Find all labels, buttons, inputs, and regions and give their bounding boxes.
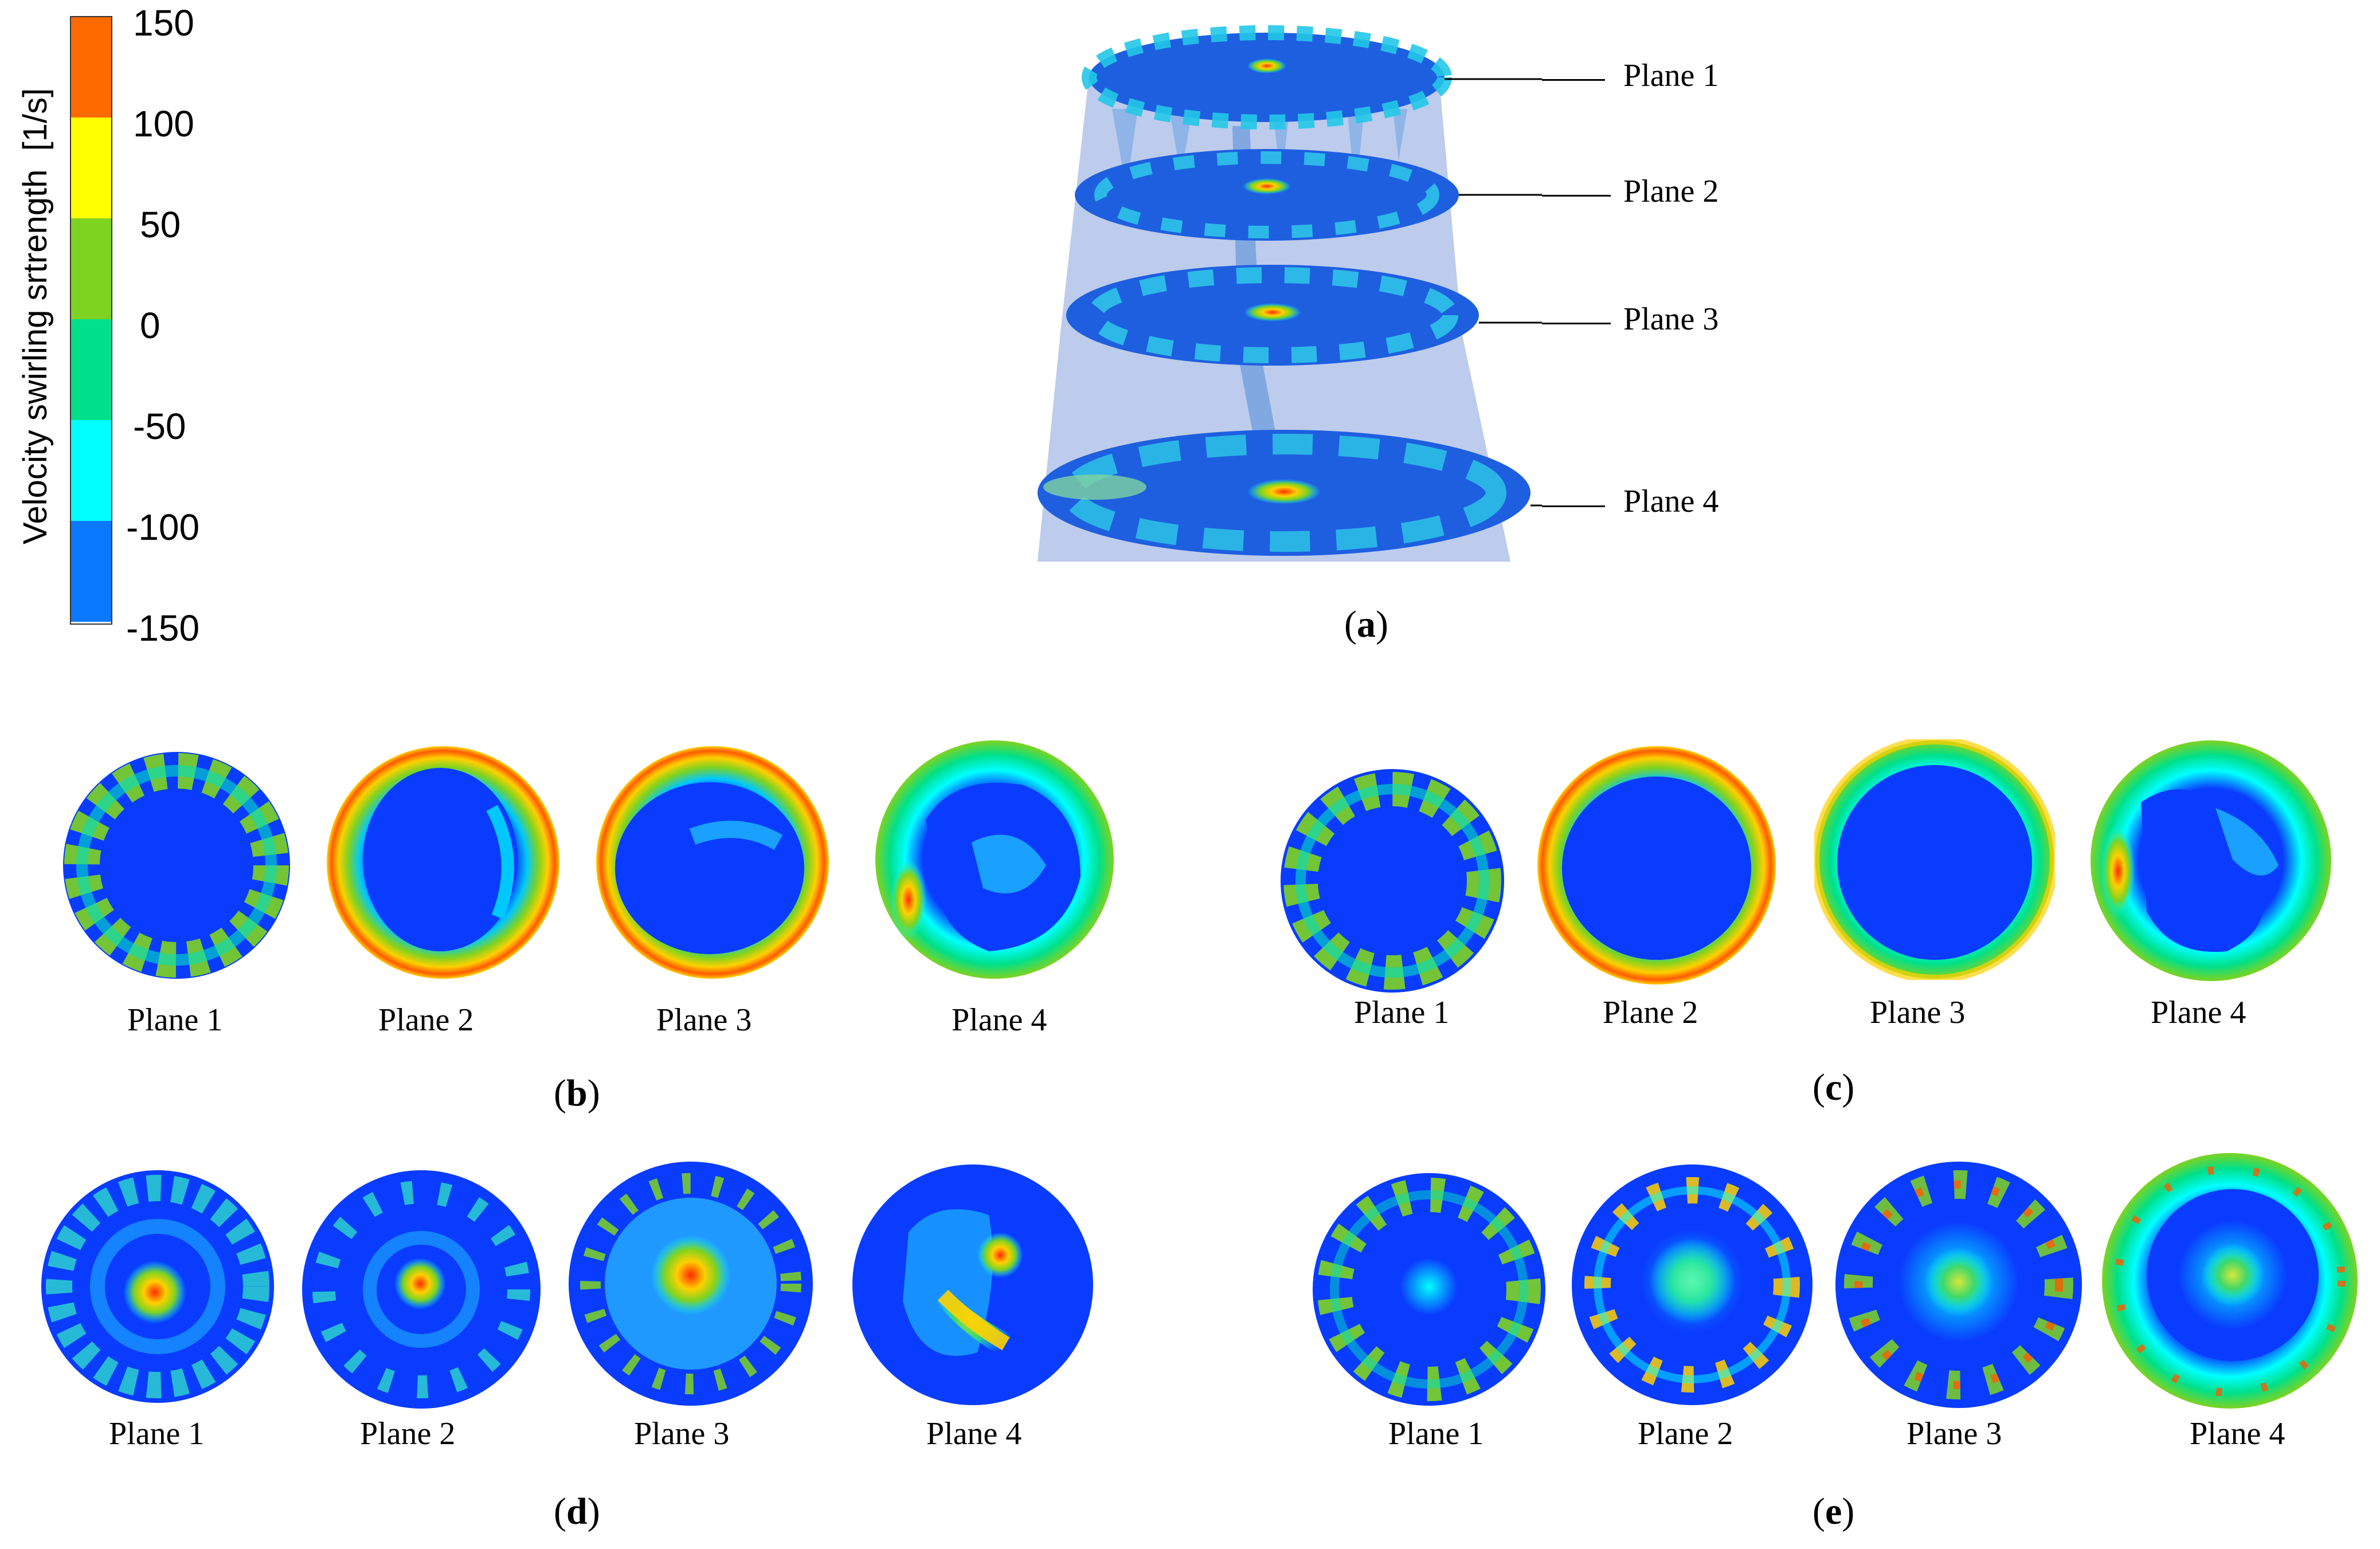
colorbar-band xyxy=(71,17,111,117)
plane-1-core xyxy=(1247,58,1286,73)
plane-label: Plane 2 xyxy=(1638,1416,1733,1452)
panel-d-plane-4 xyxy=(852,1164,1093,1405)
panel-label-d: (d) xyxy=(554,1491,600,1532)
panel-label-e: (e) xyxy=(1813,1491,1855,1532)
panel-c-plane-4 xyxy=(2091,740,2331,981)
panel-c-plane-2 xyxy=(1537,746,1776,985)
colorbar-band xyxy=(71,420,111,521)
plane-label: Plane 4 xyxy=(952,1002,1047,1038)
plane-1-ring xyxy=(1082,25,1452,130)
plane-2-disk xyxy=(1075,149,1459,241)
panel-b-plane-4 xyxy=(875,740,1114,979)
plane-label: Plane 4 xyxy=(926,1416,1022,1452)
panel-d-plane-3 xyxy=(569,1162,813,1406)
plane-4-patch xyxy=(1043,474,1146,500)
plane-3-core xyxy=(1244,303,1301,321)
plane-3-ring xyxy=(1087,267,1458,363)
colorbar-scale xyxy=(70,16,112,625)
panel-d-plane-2 xyxy=(302,1170,541,1409)
plane-2-ring xyxy=(1094,151,1439,238)
callout-label: Plane 4 xyxy=(1623,484,1719,519)
panel-d-plane-1 xyxy=(41,1170,274,1403)
plane-label: Plane 3 xyxy=(1870,995,1966,1030)
callout-label: Plane 1 xyxy=(1623,58,1719,93)
colorbar-tick: -150 xyxy=(126,607,200,649)
colorbar-tick: 50 xyxy=(140,204,181,245)
colorbar-tick: 0 xyxy=(140,305,161,346)
colorbar-band xyxy=(71,521,111,622)
plane-label: Plane 1 xyxy=(1388,1416,1484,1452)
callout-line xyxy=(1542,79,1605,81)
panel-e-plane-2 xyxy=(1572,1164,1813,1405)
plane-label: Plane 2 xyxy=(1603,995,1698,1030)
colorbar-band xyxy=(71,117,111,218)
vortex-fingers xyxy=(1112,109,1407,195)
plane-4-core xyxy=(1247,479,1321,504)
callout-label: Plane 3 xyxy=(1623,301,1719,337)
callout-label: Plane 2 xyxy=(1623,174,1719,209)
panel-e-plane-4 xyxy=(2102,1153,2358,1409)
panel-c-plane-3 xyxy=(1814,739,2055,980)
plane-label: Plane 2 xyxy=(360,1416,456,1452)
plane-label: Plane 1 xyxy=(1354,995,1450,1030)
plane-label: Plane 3 xyxy=(1907,1416,2002,1452)
panel-label-c: (c) xyxy=(1813,1066,1855,1108)
plane-label: Plane 1 xyxy=(109,1416,205,1452)
plane-2-core xyxy=(1243,178,1291,194)
plane-label: Plane 2 xyxy=(378,1002,474,1038)
callout-line xyxy=(1542,505,1605,507)
panel-e-plane-3 xyxy=(1835,1162,2082,1408)
plane-1-disk xyxy=(1089,33,1445,122)
colorbar-title: Velocity swirling srtrength [1/s] xyxy=(17,88,54,544)
callout-line xyxy=(1542,323,1611,324)
colorbar-band xyxy=(71,218,111,319)
panel-label-a: (a) xyxy=(1344,603,1388,645)
panel-b-plane-3 xyxy=(596,746,829,979)
colorbar: Velocity swirling srtrength [1/s] 150 10… xyxy=(0,0,218,646)
colorbar-tick: -50 xyxy=(133,406,186,447)
plane-label: Plane 1 xyxy=(127,1002,223,1038)
colorbar-tick: -100 xyxy=(126,507,200,548)
panel-e-plane-1 xyxy=(1313,1173,1545,1406)
panel-label-b: (b) xyxy=(554,1072,600,1114)
callout-line xyxy=(1542,195,1611,197)
plane-label: Plane 4 xyxy=(2151,995,2246,1030)
panel-a-3d-view xyxy=(1038,25,1542,562)
colorbar-tick: 150 xyxy=(133,2,194,44)
panel-c-plane-1 xyxy=(1281,769,1504,993)
panel-b-plane-2 xyxy=(327,746,559,979)
plane-label: Plane 3 xyxy=(634,1416,730,1452)
colorbar-tick: 100 xyxy=(133,103,194,144)
colorbar-band xyxy=(71,319,111,420)
plane-label: Plane 3 xyxy=(656,1002,752,1038)
panel-b-plane-1 xyxy=(63,752,290,979)
plane-label: Plane 4 xyxy=(2190,1416,2285,1452)
plane-4-ring xyxy=(1062,434,1506,552)
